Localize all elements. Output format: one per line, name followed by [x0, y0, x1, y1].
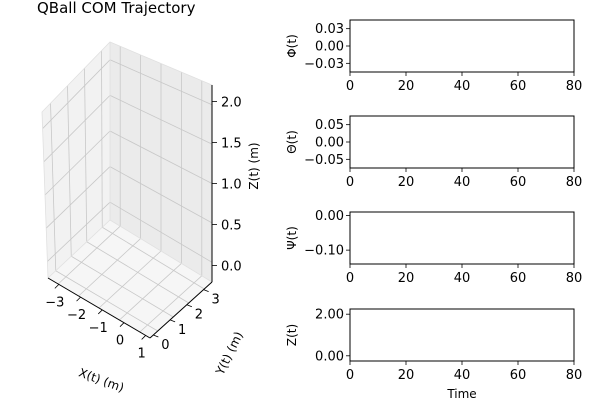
- z-grid-line: [42, 59, 111, 129]
- x-tick-mark: [141, 335, 146, 340]
- y-axis-label: Φ(t): [285, 34, 299, 58]
- y-tick-label: 0.03: [315, 22, 344, 37]
- y-axis-label: Z(t): [285, 324, 299, 346]
- y-tick-label: 2: [195, 308, 203, 323]
- x-tick-label: −1: [89, 321, 108, 336]
- subplot-1: 0 20 40 60 80 0.03 0.00 −0.03 Φ(t): [285, 19, 583, 94]
- trajectory-3d-plot: QBall COM Trajectory −3−2−10101230.00.51…: [37, 0, 261, 395]
- z-axis-label: Z(t) (m): [247, 142, 261, 189]
- x-tick-label: 20: [398, 175, 415, 190]
- y-grid-line: [71, 255, 174, 318]
- y-tick-mark: [203, 289, 209, 292]
- y-tick-mark: [186, 304, 193, 308]
- x-grid-line: [119, 263, 182, 321]
- x-tick-label: 40: [454, 79, 471, 94]
- z-grid-line: [109, 59, 213, 106]
- y-tick-mark: [169, 319, 176, 323]
- y-axis-label: Ψ(t): [285, 226, 299, 250]
- subplot-2: 0 20 40 60 80 0.05 0.00 −0.05 Θ(t): [285, 115, 583, 190]
- z-tick-label: 0.0: [221, 260, 242, 275]
- y-tick-label: 0: [161, 338, 169, 353]
- x-tick-label: 60: [510, 79, 527, 94]
- y-tick-label: 1: [178, 323, 186, 338]
- y-tick-label: −0.10: [304, 244, 344, 259]
- x-tick-label: 40: [454, 368, 471, 383]
- y-tick-label: 0.05: [315, 118, 344, 133]
- z-tick-label: 0.5: [221, 219, 242, 234]
- x-tick-label: 40: [454, 175, 471, 190]
- x-tick-label: −3: [45, 295, 64, 310]
- x-tick-label: 80: [566, 271, 583, 286]
- y-grid-line: [102, 226, 205, 290]
- y-tick-label: 0.00: [315, 349, 344, 364]
- subplot-4: 0 20 40 60 80 2.00 0.00 Z(t): [285, 308, 582, 383]
- x-tick-label: 0: [116, 334, 124, 349]
- subplot-frame: [349, 211, 575, 265]
- subplot-frame: [349, 115, 575, 169]
- y-axis-label: Y(t) (m): [213, 329, 246, 378]
- x-tick-label: 20: [398, 271, 415, 286]
- y-tick-label: 0.00: [315, 40, 344, 55]
- x-tick-mark: [97, 309, 103, 315]
- x-tick-label: 80: [566, 175, 583, 190]
- x-tick-mark: [76, 296, 81, 302]
- y-grid-line: [86, 241, 189, 304]
- x-tick-label: −2: [67, 308, 86, 323]
- y-tick-label: 2.00: [315, 308, 344, 323]
- x-grid-line: [98, 250, 162, 309]
- z-grid-line: [43, 95, 111, 163]
- x-tick-label: 60: [510, 175, 527, 190]
- z-grid-line: [109, 95, 213, 145]
- chart-title: QBall COM Trajectory: [37, 0, 196, 17]
- x-grid-line: [57, 225, 121, 285]
- y-tick-label: −0.03: [304, 57, 344, 72]
- x-tick-label: 40: [454, 271, 471, 286]
- y-tick-label: 0.00: [315, 209, 344, 224]
- z-tick-label: 1.0: [221, 178, 242, 193]
- x-grid-line: [139, 275, 203, 333]
- x-tick-label: 0: [346, 271, 354, 286]
- attitude-subplots: 0 20 40 60 800.030.00−0.03Φ(t)0 20 40 60 800.050…: [285, 19, 583, 383]
- time-axis-label: Time: [446, 387, 476, 400]
- subplot-3: 0 20 40 60 80 0.00 −0.10 Ψ(t): [285, 209, 582, 286]
- z-grid-line: [47, 201, 111, 262]
- x-tick-label: 60: [510, 271, 527, 286]
- subplot-frame: [349, 308, 575, 362]
- z-grid-line: [109, 166, 213, 224]
- z-tick-label: 1.5: [221, 136, 242, 151]
- x-tick-label: 0: [346, 175, 354, 190]
- z-grid-line: [45, 166, 111, 229]
- x-tick-mark: [54, 284, 60, 289]
- y-tick-label: −0.05: [304, 153, 344, 168]
- y-tick-label: 0.00: [315, 136, 344, 151]
- z-tick-label: 2.0: [221, 95, 242, 110]
- x-tick-label: 0: [346, 368, 354, 383]
- y-axis-label: Θ(t): [285, 130, 299, 154]
- subplot-frame: [349, 19, 575, 73]
- y-tick-label: 3: [211, 293, 219, 308]
- z-grid-line: [109, 130, 213, 184]
- x-tick-label: 80: [566, 368, 583, 383]
- x-tick-label: 80: [566, 79, 583, 94]
- x-axis-label: X(t) (m): [77, 366, 126, 395]
- x-tick-label: 20: [398, 368, 415, 383]
- x-axis-line: [47, 277, 151, 339]
- y-grid-line: [55, 270, 158, 332]
- x-tick-label: 0: [346, 79, 354, 94]
- left-pane: [42, 42, 110, 278]
- x-grid-line: [78, 238, 141, 297]
- z-grid-line: [44, 130, 111, 196]
- x-tick-mark: [119, 322, 125, 327]
- x-tick-label: 1: [138, 346, 146, 361]
- z-grid-line: [109, 201, 213, 263]
- y-tick-mark: [153, 334, 159, 338]
- x-tick-label: 20: [398, 79, 415, 94]
- x-tick-label: 60: [510, 368, 527, 383]
- y-axis-line: [149, 281, 213, 339]
